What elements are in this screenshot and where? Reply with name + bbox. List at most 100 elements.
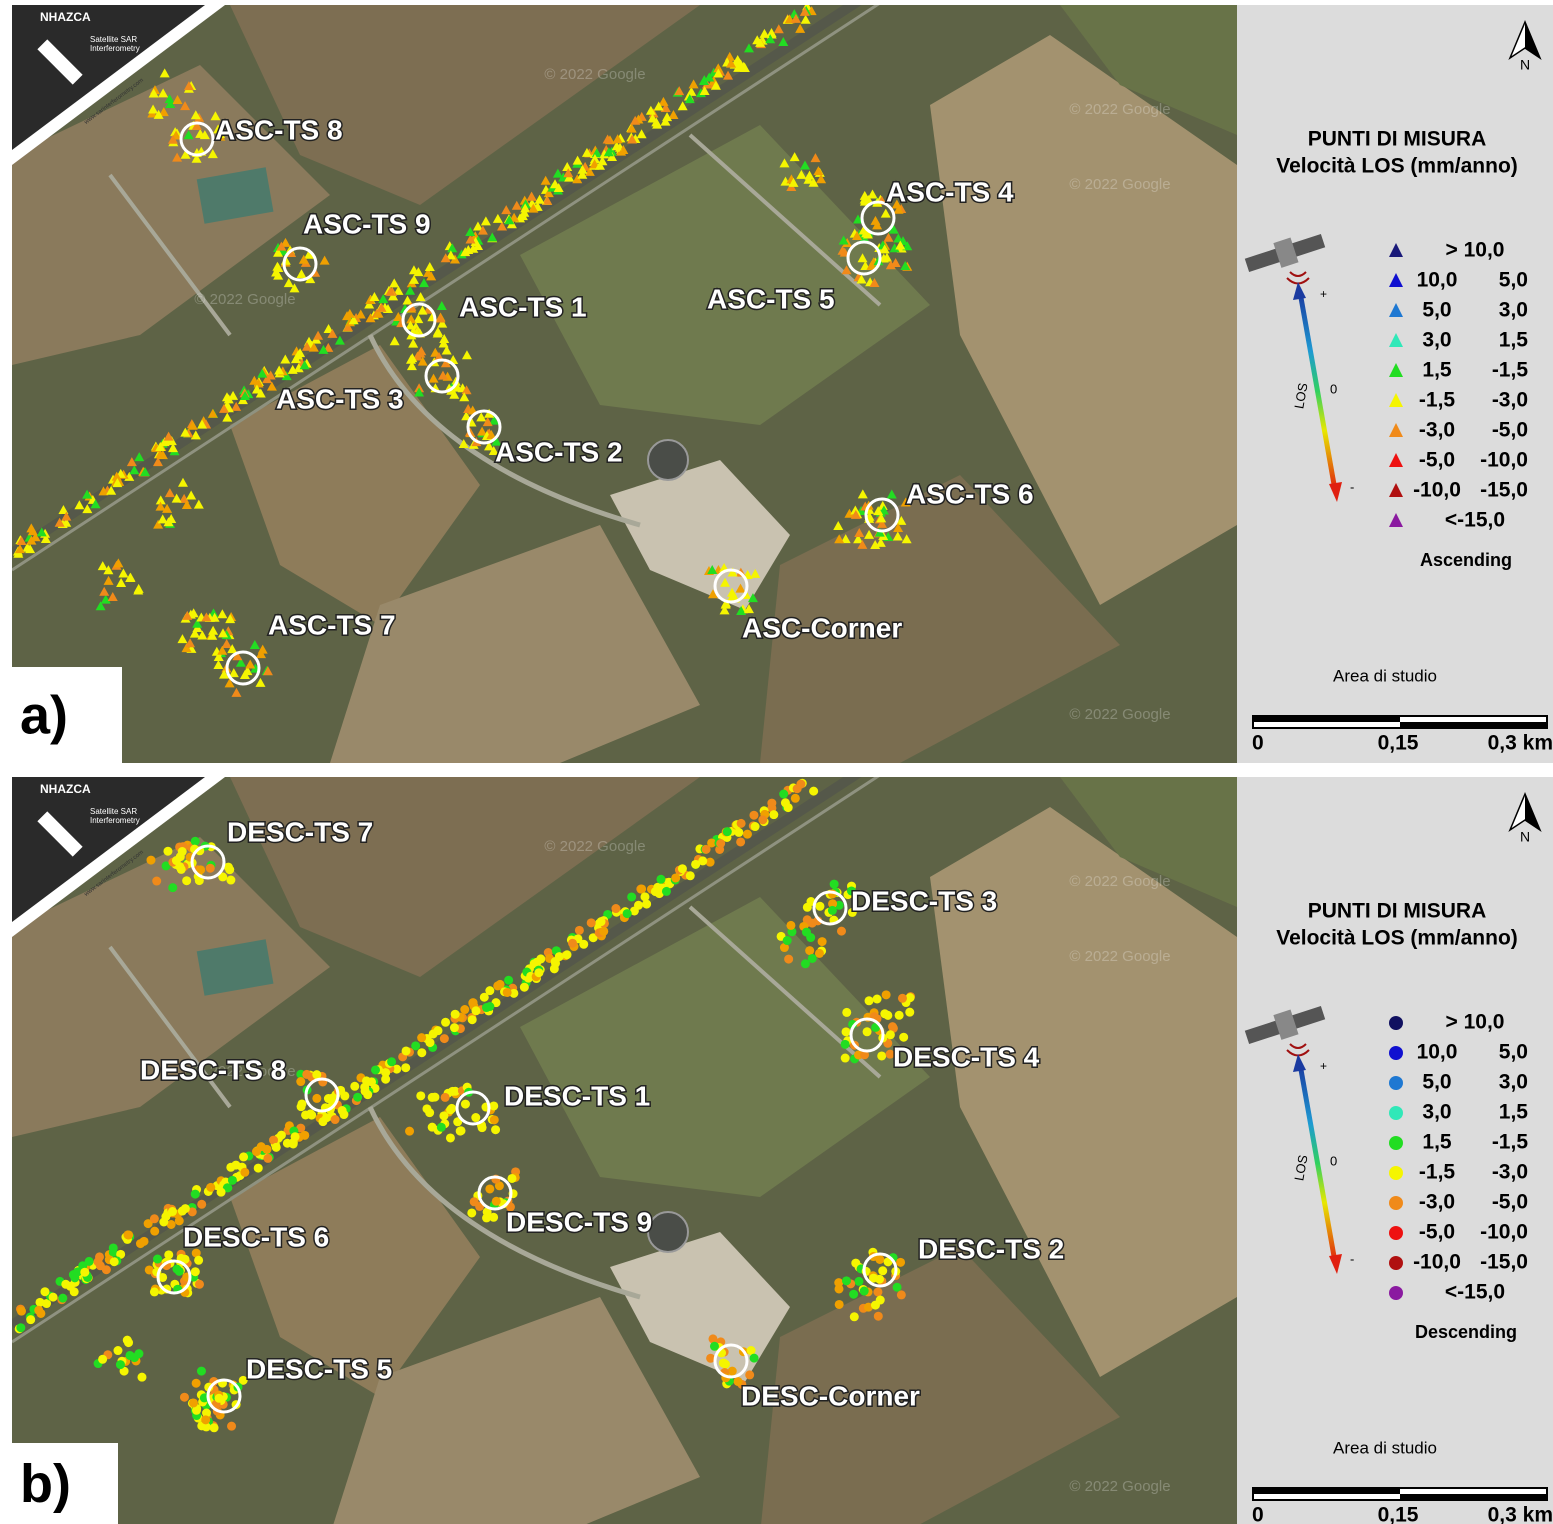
measure-point bbox=[818, 937, 827, 946]
watermark: © 2022 Google bbox=[1069, 948, 1170, 965]
legend-class-label: <-15,0 bbox=[1445, 509, 1505, 532]
measure-point bbox=[842, 1008, 851, 1017]
map-panel: © 2022 Google © 2022 Google © 2022 Google ©… bbox=[12, 0, 1237, 763]
measure-point bbox=[361, 1087, 370, 1096]
measure-point bbox=[745, 1370, 754, 1379]
measure-point bbox=[85, 1257, 94, 1266]
los-zero: 0 bbox=[1330, 381, 1337, 396]
legend-class-min: 5,0 bbox=[1422, 1071, 1451, 1094]
measure-point bbox=[802, 928, 811, 937]
measure-point bbox=[461, 1100, 470, 1109]
measure-point bbox=[491, 1125, 500, 1134]
site-label: DESC-TS 9 bbox=[506, 1206, 652, 1237]
watermark: © 2022 Google bbox=[1069, 101, 1170, 118]
measure-point bbox=[40, 1287, 49, 1296]
scale-bar-fill bbox=[1253, 716, 1400, 722]
measure-point bbox=[381, 1075, 390, 1084]
scale-bar-fill bbox=[1400, 1494, 1547, 1500]
measure-point bbox=[35, 1298, 44, 1307]
measure-point bbox=[783, 936, 792, 945]
measure-point bbox=[721, 1360, 730, 1369]
measure-point bbox=[835, 1300, 844, 1309]
measure-point bbox=[710, 1342, 719, 1351]
measure-point bbox=[678, 864, 687, 873]
measure-point bbox=[191, 1267, 200, 1276]
measure-point bbox=[878, 1266, 887, 1275]
site-label: DESC-TS 3 bbox=[851, 885, 997, 916]
measure-point bbox=[416, 1091, 425, 1100]
measure-point bbox=[808, 954, 817, 963]
measure-point bbox=[485, 1184, 494, 1193]
legend-class-max: -10,0 bbox=[1480, 449, 1528, 472]
legend-class-min: 3,0 bbox=[1422, 1101, 1451, 1124]
measure-point bbox=[450, 1023, 459, 1032]
measure-point bbox=[300, 1131, 309, 1140]
roundabout bbox=[648, 440, 688, 480]
measure-point bbox=[599, 927, 608, 936]
site-label: ASC-TS 9 bbox=[303, 208, 431, 239]
measure-point bbox=[231, 1161, 240, 1170]
measure-point bbox=[194, 1256, 203, 1265]
measure-point bbox=[877, 1051, 886, 1060]
measure-point bbox=[871, 1301, 880, 1310]
measure-point bbox=[893, 1283, 902, 1292]
measure-point bbox=[508, 1174, 517, 1183]
measure-point bbox=[353, 1093, 362, 1102]
measure-point bbox=[180, 1393, 189, 1402]
measure-point bbox=[850, 1312, 859, 1321]
measure-point bbox=[627, 892, 636, 901]
measure-point bbox=[835, 1284, 844, 1293]
measure-point bbox=[708, 1334, 717, 1343]
measure-point bbox=[451, 1010, 460, 1019]
north-label: N bbox=[1520, 57, 1530, 73]
measure-point bbox=[371, 1065, 380, 1074]
measure-point bbox=[429, 1029, 438, 1038]
watermark: © 2022 Google bbox=[1069, 176, 1170, 193]
area-label: Area di studio bbox=[1333, 666, 1437, 685]
measure-point bbox=[471, 1113, 480, 1122]
legend-title: PUNTI DI MISURA bbox=[1308, 900, 1487, 923]
legend-class-min: -10,0 bbox=[1413, 1251, 1461, 1274]
measure-point bbox=[191, 1190, 200, 1199]
measure-point bbox=[899, 1033, 908, 1042]
watermark: © 2022 Google bbox=[194, 291, 295, 308]
site-label: ASC-TS 2 bbox=[495, 436, 623, 467]
watermark: © 2022 Google bbox=[1069, 706, 1170, 723]
measure-point bbox=[457, 1126, 466, 1135]
scale-label: 0,15 bbox=[1378, 732, 1419, 755]
measure-point bbox=[786, 921, 795, 930]
measure-point bbox=[338, 1106, 347, 1115]
legend-symbol bbox=[1389, 1166, 1403, 1180]
measure-point bbox=[784, 803, 793, 812]
measure-point bbox=[36, 1309, 45, 1318]
legend-class-label: > 10,0 bbox=[1446, 239, 1505, 262]
measure-point bbox=[784, 955, 793, 964]
measure-point bbox=[324, 1094, 333, 1103]
legend-symbol bbox=[1389, 1016, 1403, 1030]
measure-point bbox=[401, 1063, 410, 1072]
measure-point bbox=[94, 1257, 103, 1266]
measure-point bbox=[875, 1255, 884, 1264]
legend-class-min: 3,0 bbox=[1422, 329, 1451, 352]
site-label: ASC-TS 6 bbox=[906, 478, 1034, 509]
site-label: ASC-TS 7 bbox=[268, 609, 396, 640]
measure-point bbox=[168, 1207, 177, 1216]
legend-symbol bbox=[1389, 1196, 1403, 1210]
measure-point bbox=[874, 1312, 883, 1321]
measure-point bbox=[750, 1354, 759, 1363]
legend-class-min: 1,5 bbox=[1422, 359, 1452, 382]
legend-class-label: <-15,0 bbox=[1445, 1281, 1505, 1304]
measure-point bbox=[263, 1154, 272, 1163]
logo-name: NHAZCA bbox=[40, 782, 91, 796]
measure-point bbox=[841, 1040, 850, 1049]
measure-point bbox=[150, 1214, 159, 1223]
site-label: ASC-TS 1 bbox=[459, 291, 587, 322]
measure-point bbox=[860, 1287, 869, 1296]
legend-class-max: -3,0 bbox=[1492, 389, 1528, 412]
measure-point bbox=[897, 1290, 906, 1299]
measure-point bbox=[796, 780, 805, 789]
measure-point bbox=[130, 1353, 139, 1362]
legend-class-max: 5,0 bbox=[1499, 1041, 1528, 1064]
legend-symbol bbox=[1389, 1256, 1403, 1270]
measure-point bbox=[758, 815, 767, 824]
